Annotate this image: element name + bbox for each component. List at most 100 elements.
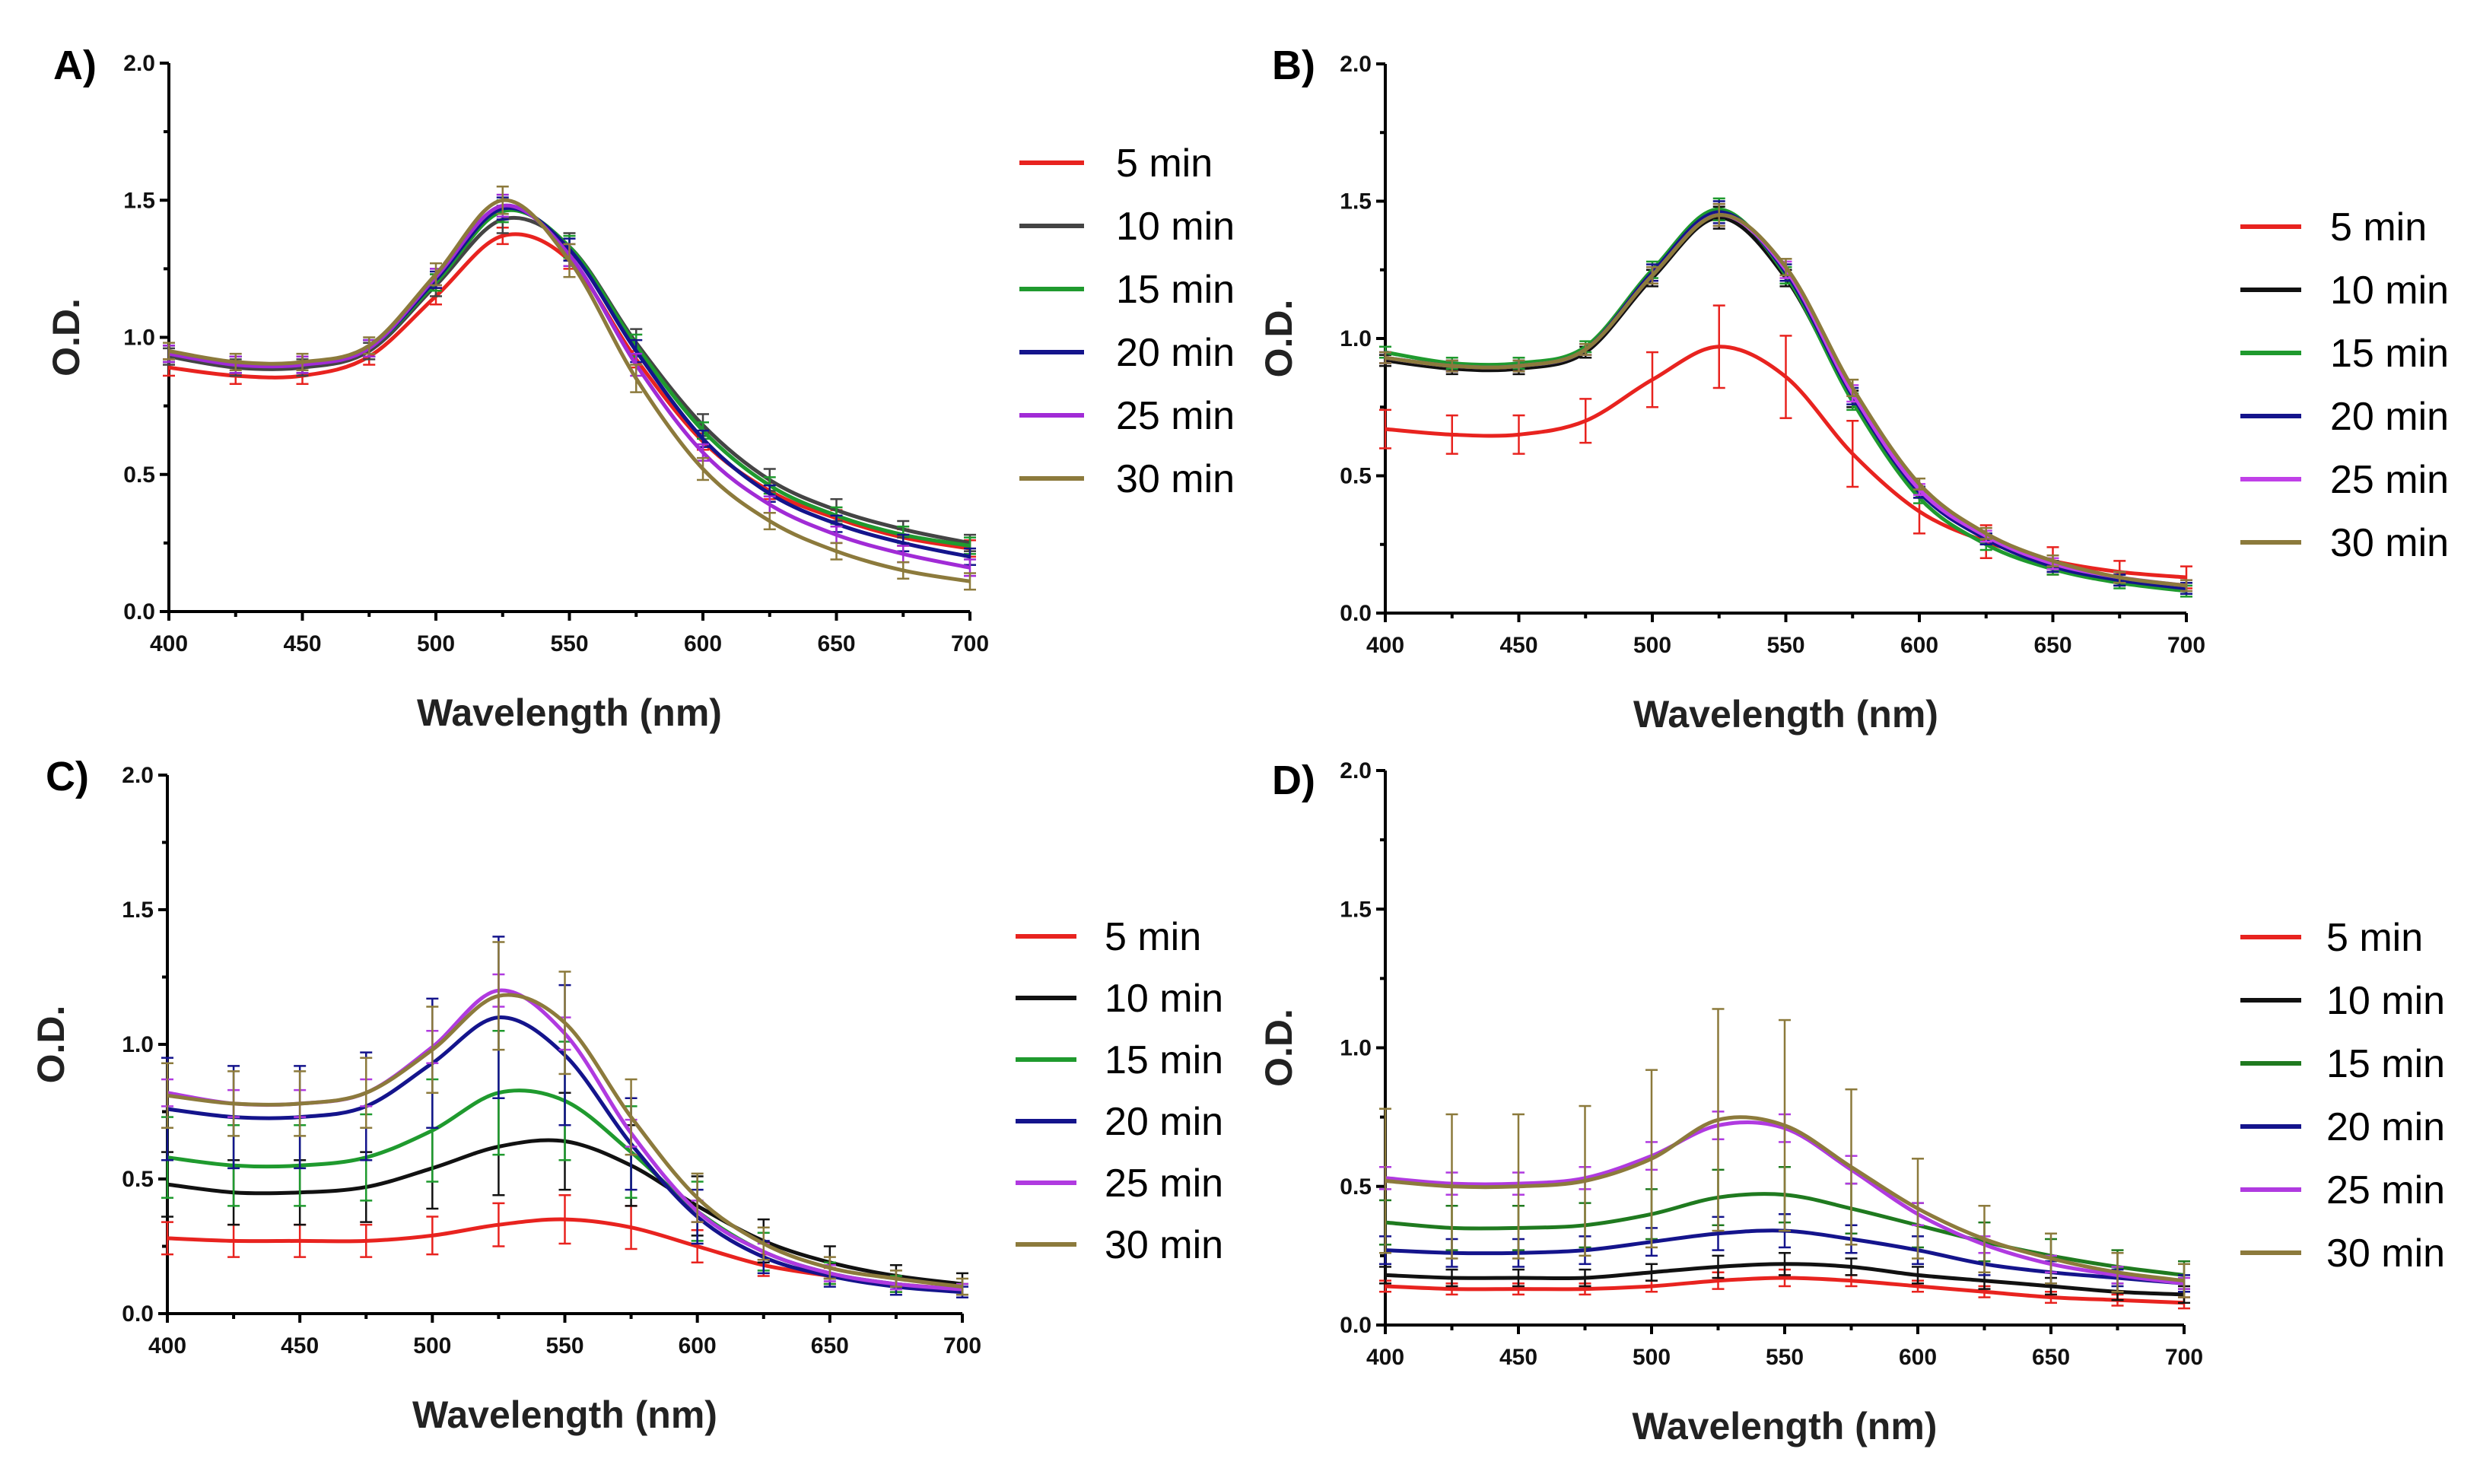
series-6 — [163, 185, 976, 591]
legend-label: 20 min — [1116, 331, 1235, 375]
y-tick-label: 2.0 — [1340, 52, 1372, 77]
x-tick-label: 500 — [417, 631, 455, 656]
x-tick-label: 400 — [150, 631, 188, 656]
chart-panel-b: B) 400 450 500 550 600 650 700 0.0 0.5 1.0 1.5 2.0 Wa… — [1257, 43, 2449, 736]
y-axis-title: O.D. — [45, 298, 87, 377]
series-6 — [1379, 202, 2192, 593]
x-tick-label: 450 — [281, 1333, 319, 1358]
y-axis-title: O.D. — [1257, 1009, 1300, 1087]
legend-label: 15 min — [1105, 1038, 1223, 1082]
y-tick-label: 2.0 — [1340, 758, 1372, 783]
series-line — [1385, 213, 2187, 588]
x-tick-label: 500 — [1633, 1345, 1671, 1370]
legend-label: 25 min — [1105, 1161, 1223, 1206]
x-tick-label: 500 — [1633, 633, 1671, 658]
legend-label: 10 min — [1116, 205, 1235, 249]
legend: 5 min 10 min 15 min 20 min 25 min 30 min — [2240, 916, 2445, 1276]
legend-label: 15 min — [2326, 1042, 2445, 1086]
series-line — [1385, 1115, 2185, 1283]
x-axis-title: Wavelength (nm) — [1633, 1405, 1938, 1447]
x-tick-label: 400 — [148, 1333, 186, 1358]
panel-label: A) — [53, 43, 97, 88]
y-tick-label: 1.5 — [122, 898, 154, 923]
legend-label: 30 min — [1105, 1223, 1223, 1267]
y-tick-label: 1.5 — [1340, 897, 1372, 922]
x-tick-label: 700 — [951, 631, 989, 656]
y-tick-label: 0.0 — [122, 1301, 154, 1327]
legend-label: 25 min — [2330, 458, 2449, 502]
x-tick-label: 550 — [1766, 633, 1804, 658]
x-axis-title: Wavelength (nm) — [1633, 693, 1938, 736]
series-6 — [161, 941, 968, 1296]
x-tick-label: 650 — [817, 631, 855, 656]
y-tick-label: 0.5 — [1340, 464, 1372, 489]
x-tick-label: 450 — [283, 631, 321, 656]
legend: 5 min 10 min 15 min 20 min 25 min 30 min — [2240, 205, 2449, 565]
y-tick-label: 1.0 — [1340, 326, 1372, 351]
legend-label: 25 min — [2326, 1168, 2445, 1212]
legend-label: 5 min — [2330, 205, 2427, 249]
legend: 5 min 10 min 15 min 20 min 25 min 30 min — [1016, 915, 1223, 1267]
x-tick-label: 650 — [2033, 633, 2071, 658]
x-tick-label: 450 — [1499, 1345, 1537, 1370]
x-tick-label: 700 — [2165, 1345, 2203, 1370]
panel-label: C) — [46, 754, 89, 799]
legend-label: 25 min — [1116, 394, 1235, 438]
y-tick-label: 1.0 — [1340, 1036, 1372, 1061]
x-tick-label: 500 — [413, 1333, 451, 1358]
legend-label: 5 min — [2326, 916, 2423, 960]
legend-label: 30 min — [1116, 457, 1235, 501]
y-axis-title: O.D. — [1257, 300, 1300, 378]
legend-label: 20 min — [2326, 1105, 2445, 1149]
x-tick-label: 400 — [1366, 633, 1404, 658]
legend-label: 10 min — [2330, 269, 2449, 313]
series-1 — [1379, 304, 2192, 589]
x-tick-label: 600 — [1900, 633, 1938, 658]
y-tick-label: 0.0 — [1340, 601, 1372, 626]
legend-label: 5 min — [1105, 915, 1201, 959]
x-tick-label: 400 — [1366, 1345, 1404, 1370]
legend-label: 30 min — [2326, 1231, 2445, 1276]
x-tick-label: 600 — [1899, 1345, 1937, 1370]
legend-label: 5 min — [1116, 141, 1213, 186]
legend-label: 30 min — [2330, 521, 2449, 565]
x-axis-title: Wavelength (nm) — [417, 691, 722, 734]
y-tick-label: 0.5 — [123, 462, 155, 488]
chart-panel-d: D) 400 450 500 550 600 650 700 0.0 0.5 1.0 1.5 2.0 Wa… — [1257, 758, 2445, 1447]
chart-panel-a: A) 400 450 500 550 600 650 700 0.0 0.5 1.0 1.5 2.0 Wa… — [45, 43, 1235, 734]
x-tick-label: 650 — [811, 1333, 849, 1358]
series-line — [168, 203, 971, 570]
series-line — [167, 993, 963, 1289]
legend-label: 20 min — [1105, 1100, 1223, 1144]
chart-panel-c: C) 400 450 500 550 600 650 700 0.0 0.5 1.0 1.5 2.0 Wa… — [30, 754, 1223, 1436]
y-tick-label: 0.5 — [122, 1167, 154, 1192]
y-tick-label: 1.0 — [123, 326, 155, 351]
y-tick-label: 0.5 — [1340, 1174, 1372, 1200]
x-tick-label: 550 — [545, 1333, 583, 1358]
series-line — [1385, 1276, 2185, 1305]
x-tick-label: 650 — [2032, 1345, 2070, 1370]
panel-label: B) — [1272, 43, 1315, 88]
y-tick-label: 1.5 — [123, 188, 155, 213]
legend-label: 20 min — [2330, 395, 2449, 439]
legend-label: 10 min — [2326, 979, 2445, 1023]
y-tick-label: 1.0 — [122, 1032, 154, 1057]
x-tick-label: 700 — [943, 1333, 981, 1358]
y-tick-label: 2.0 — [122, 763, 154, 788]
legend-label: 10 min — [1105, 977, 1223, 1021]
series-line — [168, 232, 971, 551]
x-tick-label: 550 — [550, 631, 588, 656]
y-tick-label: 1.5 — [1340, 189, 1372, 214]
x-tick-label: 700 — [2167, 633, 2205, 658]
y-axis-title: O.D. — [30, 1006, 72, 1084]
y-tick-label: 0.0 — [1340, 1313, 1372, 1338]
x-tick-label: 550 — [1766, 1345, 1804, 1370]
x-tick-label: 450 — [1499, 633, 1537, 658]
legend: 5 min 10 min 15 min 20 min 25 min 30 min — [1019, 141, 1235, 501]
legend-label: 15 min — [2330, 332, 2449, 376]
legend-label: 15 min — [1116, 268, 1235, 312]
series-line — [1385, 1262, 2185, 1297]
series-6 — [1379, 1008, 2190, 1298]
x-tick-label: 600 — [684, 631, 722, 656]
